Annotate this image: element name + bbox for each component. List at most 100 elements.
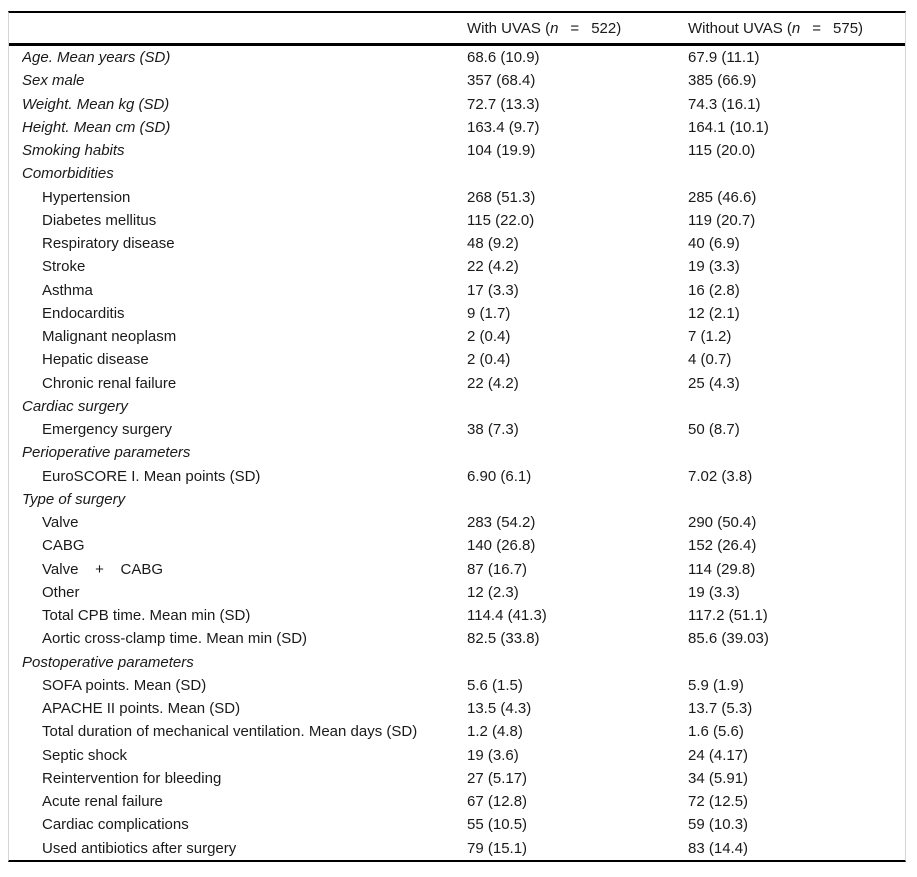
table-row: Used antibiotics after surgery 79 (15.1) 8… xyxy=(9,837,905,860)
value-without-uvas: 83 (14.4) xyxy=(688,839,749,857)
table-row: APACHE II points. Mean (SD) 13.5 (4.3) 13.… xyxy=(9,697,905,720)
row-label: Age. Mean years (SD) xyxy=(22,49,171,67)
header-equals-sign: = xyxy=(570,19,580,37)
value-with-uvas: 13.5 (4.3) xyxy=(467,700,532,718)
value-without-uvas: 74.3 (16.1) xyxy=(688,95,761,113)
row-label: EuroSCORE I. Mean points (SD) xyxy=(42,467,261,485)
table-row: Respiratory disease 48 (9.2) 40 (6.9) xyxy=(9,232,905,255)
value-without-uvas: 85.6 (39.03) xyxy=(688,630,769,648)
table-row: Smoking habits 104 (19.9) 115 (20.0) xyxy=(9,139,905,162)
header-count: 575) xyxy=(833,19,864,37)
row-label: Total CPB time. Mean min (SD) xyxy=(42,607,251,625)
row-label: Endocarditis xyxy=(42,304,125,322)
table-row: Perioperative parameters xyxy=(9,441,905,464)
table-header-row: With UVAS (n = 522) Without UVAS (n = 575) xyxy=(9,13,905,46)
value-with-uvas: 82.5 (33.8) xyxy=(467,630,540,648)
table-row: Chronic renal failure 22 (4.2) 25 (4.3) xyxy=(9,372,905,395)
value-with-uvas: 22 (4.2) xyxy=(467,258,519,276)
table-row: Type of surgery xyxy=(9,488,905,511)
header-n-variable: n xyxy=(791,19,801,37)
row-label: Aortic cross-clamp time. Mean min (SD) xyxy=(42,630,308,648)
value-with-uvas: 357 (68.4) xyxy=(467,72,536,90)
header-n-variable: n xyxy=(550,19,559,37)
row-label: Perioperative parameters xyxy=(22,444,191,462)
value-with-uvas: 104 (19.9) xyxy=(467,142,536,160)
value-without-uvas: 19 (3.3) xyxy=(688,258,740,276)
table-row: SOFA points. Mean (SD) 5.6 (1.5) 5.9 (1.9) xyxy=(9,674,905,697)
table-row: Diabetes mellitus 115 (22.0) 119 (20.7) xyxy=(9,209,905,232)
row-label: Sex male xyxy=(22,72,85,90)
value-without-uvas: 115 (20.0) xyxy=(688,142,756,160)
value-with-uvas: 67 (12.8) xyxy=(467,793,528,811)
value-with-uvas: 12 (2.3) xyxy=(467,583,519,601)
value-with-uvas: 283 (54.2) xyxy=(467,514,536,532)
value-without-uvas: 25 (4.3) xyxy=(688,374,740,392)
value-with-uvas: 38 (7.3) xyxy=(467,421,519,439)
table-row: Acute renal failure 67 (12.8) 72 (12.5) xyxy=(9,790,905,813)
table-row: Total duration of mechanical ventilation… xyxy=(9,720,905,743)
value-with-uvas: 72.7 (13.3) xyxy=(467,95,540,113)
row-label: Type of surgery xyxy=(22,490,126,508)
table-row: Asthma 17 (3.3) 16 (2.8) xyxy=(9,279,905,302)
value-with-uvas: 48 (9.2) xyxy=(467,235,519,253)
value-with-uvas: 55 (10.5) xyxy=(467,816,528,834)
row-label: Used antibiotics after surgery xyxy=(42,839,237,857)
row-label: Asthma xyxy=(42,281,93,299)
column-header-without-uvas: Without UVAS (n = 575) xyxy=(688,20,905,37)
table-row: Valve + CABG 87 (16.7) 114 (29.8) xyxy=(9,558,905,581)
value-without-uvas: 59 (10.3) xyxy=(688,816,749,834)
row-label: Cardiac surgery xyxy=(22,397,128,415)
row-label: Emergency surgery xyxy=(42,421,173,439)
value-with-uvas: 68.6 (10.9) xyxy=(467,49,540,67)
value-without-uvas: 5.9 (1.9) xyxy=(688,676,744,694)
value-with-uvas: 79 (15.1) xyxy=(467,839,528,857)
value-with-uvas: 1.2 (4.8) xyxy=(467,723,523,741)
row-label: Smoking habits xyxy=(22,142,125,160)
header-text: With UVAS ( xyxy=(467,19,551,37)
value-without-uvas: 12 (2.1) xyxy=(688,304,740,322)
value-without-uvas: 7 (1.2) xyxy=(688,328,732,346)
value-without-uvas: 24 (4.17) xyxy=(688,746,749,764)
table-row: Emergency surgery 38 (7.3) 50 (8.7) xyxy=(9,418,905,441)
table-body: Age. Mean years (SD) 68.6 (10.9) 67.9 (11.… xyxy=(9,46,905,860)
value-without-uvas: 16 (2.8) xyxy=(688,281,740,299)
row-label: Cardiac complications xyxy=(42,816,189,834)
table-row: Stroke 22 (4.2) 19 (3.3) xyxy=(9,255,905,278)
value-with-uvas: 9 (1.7) xyxy=(467,304,511,322)
value-with-uvas: 140 (26.8) xyxy=(467,537,536,555)
value-with-uvas: 114.4 (41.3) xyxy=(467,607,547,625)
value-without-uvas: 67.9 (11.1) xyxy=(688,49,760,67)
value-without-uvas: 164.1 (10.1) xyxy=(688,118,769,136)
row-label: Respiratory disease xyxy=(42,235,175,253)
row-label: Weight. Mean kg (SD) xyxy=(22,95,170,113)
row-label: Reintervention for bleeding xyxy=(42,769,222,787)
table-row: Cardiac complications 55 (10.5) 59 (10.3) xyxy=(9,813,905,836)
table-row: Postoperative parameters xyxy=(9,651,905,674)
value-with-uvas: 27 (5.17) xyxy=(467,769,528,787)
value-without-uvas: 4 (0.7) xyxy=(688,351,732,369)
value-without-uvas: 290 (50.4) xyxy=(688,514,757,532)
row-label: Hypertension xyxy=(42,188,131,206)
table-row: Comorbidities xyxy=(9,162,905,185)
table-row: Reintervention for bleeding 27 (5.17) 34 (… xyxy=(9,767,905,790)
value-without-uvas: 114 (29.8) xyxy=(688,560,756,578)
value-with-uvas: 22 (4.2) xyxy=(467,374,519,392)
value-with-uvas: 19 (3.6) xyxy=(467,746,519,764)
row-label: Malignant neoplasm xyxy=(42,328,177,346)
table-row: Total CPB time. Mean min (SD) 114.4 (41.3… xyxy=(9,604,905,627)
row-label: SOFA points. Mean (SD) xyxy=(42,676,207,694)
table-row: Valve 283 (54.2) 290 (50.4) xyxy=(9,511,905,534)
row-label: Valve + CABG xyxy=(42,560,164,578)
value-without-uvas: 1.6 (5.6) xyxy=(688,723,744,741)
header-equals-sign: = xyxy=(812,19,822,37)
value-without-uvas: 13.7 (5.3) xyxy=(688,700,753,718)
row-label: Comorbidities xyxy=(22,165,114,183)
value-without-uvas: 285 (46.6) xyxy=(688,188,757,206)
row-label: Valve xyxy=(42,514,79,532)
value-without-uvas: 119 (20.7) xyxy=(688,211,756,229)
table-row: Cardiac surgery xyxy=(9,395,905,418)
table-row: CABG 140 (26.8) 152 (26.4) xyxy=(9,534,905,557)
row-label: Diabetes mellitus xyxy=(42,211,157,229)
row-label: Acute renal failure xyxy=(42,793,163,811)
table-row: Hypertension 268 (51.3) 285 (46.6) xyxy=(9,186,905,209)
